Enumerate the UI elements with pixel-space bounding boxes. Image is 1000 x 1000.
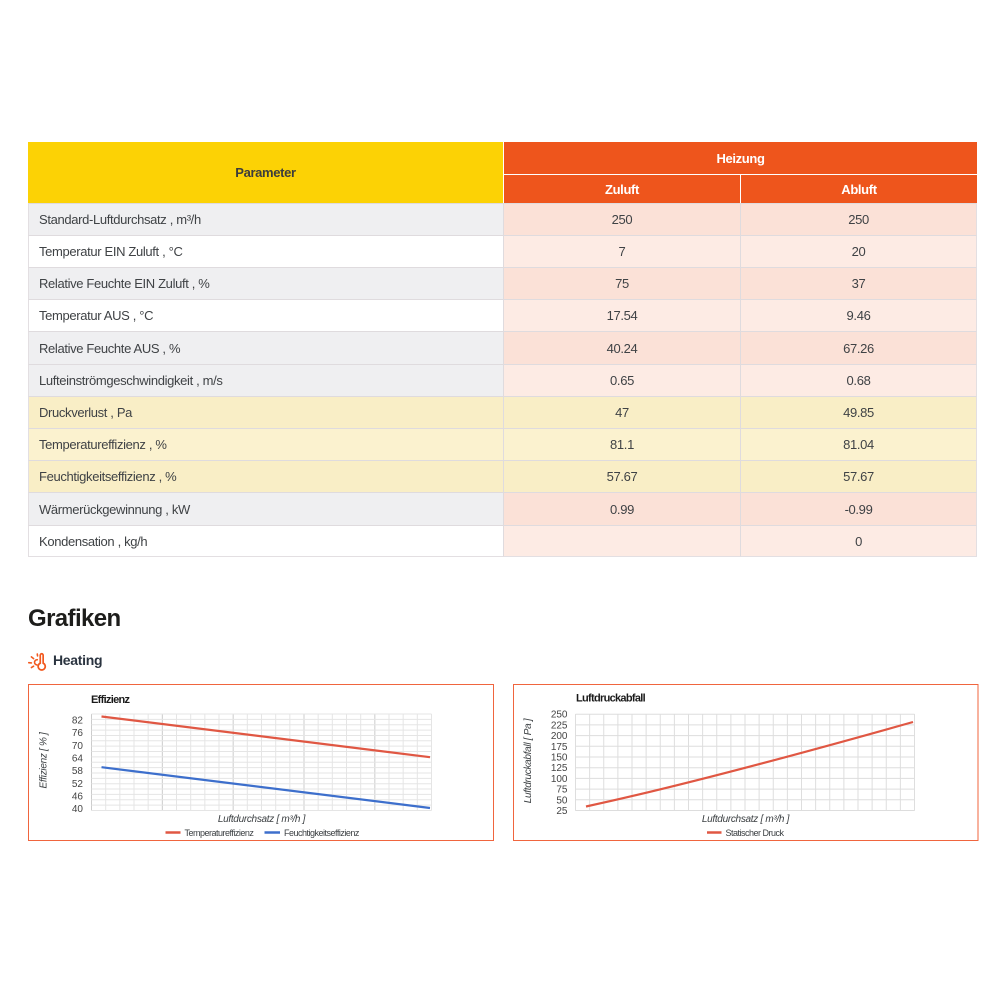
svg-text:50: 50 — [556, 795, 568, 806]
svg-text:Effizienz: Effizienz — [91, 694, 131, 706]
svg-text:Luftdruckabfall: Luftdruckabfall — [576, 693, 646, 705]
svg-text:40: 40 — [72, 804, 84, 815]
svg-text:175: 175 — [551, 742, 568, 753]
svg-text:125: 125 — [551, 763, 568, 774]
svg-text:76: 76 — [72, 728, 84, 739]
svg-text:52: 52 — [72, 779, 84, 790]
svg-text:250: 250 — [551, 710, 568, 721]
svg-text:150: 150 — [551, 753, 568, 764]
svg-text:82: 82 — [72, 716, 84, 727]
svg-text:100: 100 — [551, 774, 568, 785]
svg-text:Statischer Druck: Statischer Druck — [726, 828, 785, 838]
svg-text:Luftdruckabfall [ Pa ]: Luftdruckabfall [ Pa ] — [523, 718, 534, 803]
svg-text:58: 58 — [72, 766, 84, 777]
svg-text:225: 225 — [551, 720, 568, 731]
svg-text:Effizienz [ % ]: Effizienz [ % ] — [39, 732, 50, 789]
svg-text:70: 70 — [72, 741, 84, 752]
svg-text:46: 46 — [72, 791, 84, 802]
svg-text:25: 25 — [556, 806, 568, 817]
svg-text:200: 200 — [551, 731, 568, 742]
svg-text:Temperatureffizienz: Temperatureffizienz — [185, 828, 255, 838]
svg-text:64: 64 — [72, 753, 84, 764]
svg-text:Luftdurchsatz [ m³/h ]: Luftdurchsatz [ m³/h ] — [702, 814, 790, 825]
svg-text:Feuchtigkeitseffizienz: Feuchtigkeitseffizienz — [284, 828, 360, 838]
svg-text:75: 75 — [556, 785, 568, 796]
svg-text:Luftdurchsatz [ m³/h ]: Luftdurchsatz [ m³/h ] — [218, 814, 306, 825]
